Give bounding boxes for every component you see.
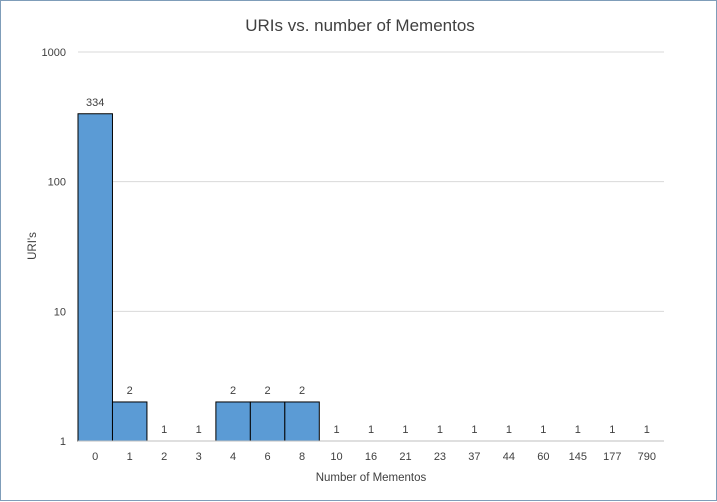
x-tick-label: 145 — [569, 451, 587, 463]
x-tick-label: 4 — [230, 451, 236, 463]
x-tick-label: 3 — [196, 451, 202, 463]
y-tick-label: 100 — [48, 177, 66, 189]
data-label: 1 — [161, 424, 167, 436]
x-tick-label: 23 — [434, 451, 446, 463]
x-tick-label: 16 — [365, 451, 377, 463]
bar — [215, 401, 251, 442]
x-tick-label: 21 — [399, 451, 411, 463]
y-tick-label: 1 — [60, 436, 66, 448]
data-label-layer: 334 2 1 1 2 2 2 1 1 1 1 1 1 1 1 1 1 — [86, 97, 650, 436]
data-label: 1 — [437, 424, 443, 436]
x-tick-label: 790 — [638, 451, 656, 463]
data-label: 1 — [402, 424, 408, 436]
data-label: 1 — [368, 424, 374, 436]
data-label: 1 — [506, 424, 512, 436]
data-label: 1 — [540, 424, 546, 436]
bar — [284, 401, 320, 442]
data-label: 1 — [609, 424, 615, 436]
grid-layer — [78, 51, 664, 312]
bar-layer — [77, 113, 320, 442]
x-tick-label: 1 — [127, 451, 133, 463]
x-axis-title: Number of Mementos — [316, 472, 427, 484]
x-tick-label: 177 — [603, 451, 621, 463]
data-label: 1 — [644, 424, 650, 436]
bar — [77, 113, 113, 442]
data-label: 2 — [265, 385, 271, 397]
data-label: 1 — [471, 424, 477, 436]
x-tick-label: 44 — [503, 451, 515, 463]
x-tick-label: 10 — [330, 451, 342, 463]
data-label: 1 — [333, 424, 339, 436]
x-tick-label: 37 — [468, 451, 480, 463]
data-label: 1 — [196, 424, 202, 436]
x-tick-label: 2 — [161, 451, 167, 463]
bar — [249, 401, 286, 442]
data-label: 334 — [86, 97, 104, 109]
y-axis-title: URI's — [27, 232, 39, 260]
data-label: 2 — [299, 385, 305, 397]
bar — [111, 401, 148, 442]
x-tick-label: 60 — [537, 451, 549, 463]
chart-title: URIs vs. number of Mementos — [245, 16, 475, 35]
x-tick-label: 6 — [265, 451, 271, 463]
data-label: 2 — [127, 385, 133, 397]
y-tick-label: 10 — [54, 306, 66, 318]
data-label: 1 — [575, 424, 581, 436]
y-tick-label: 1000 — [42, 47, 66, 59]
x-tick-label: 0 — [92, 451, 98, 463]
x-tick-label: 8 — [299, 451, 305, 463]
data-label: 2 — [230, 385, 236, 397]
